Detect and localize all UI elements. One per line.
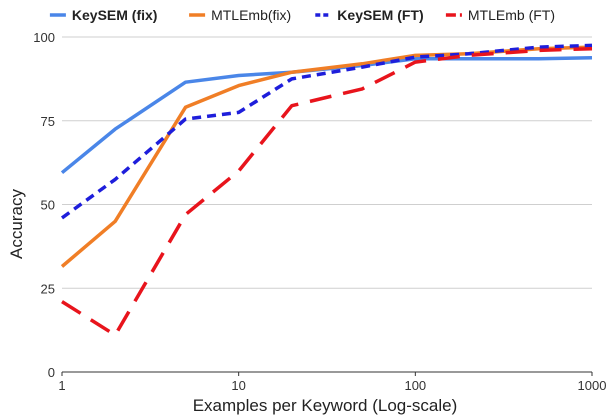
- series-line-keysem-ft: [60, 43, 593, 220]
- y-axis-label: Accuracy: [7, 189, 26, 259]
- x-axis-label: Examples per Keyword (Log-scale): [193, 396, 458, 415]
- x-axis: 1 10 100 1000: [58, 372, 606, 393]
- legend-label-mtlemb-ft: MTLEmb (FT): [468, 7, 555, 23]
- series-line-mtlemb-ft: [61, 46, 593, 337]
- x-tick-label: 100: [404, 378, 426, 393]
- series-line-keysem-fix: [60, 56, 593, 175]
- y-tick-label: 50: [41, 198, 55, 213]
- x-tick-label: 1: [58, 378, 65, 393]
- y-tick-label: 25: [41, 281, 55, 296]
- series-line-mtlemb-fix: [60, 45, 593, 268]
- legend: KeySEM (fix) MTLEmb(fix) KeySEM (FT) MTLEmb…: [49, 7, 555, 23]
- x-tick-label: 10: [231, 378, 245, 393]
- y-tick-label: 0: [48, 365, 55, 380]
- legend-label-mtlemb-fix: MTLEmb(fix): [211, 7, 291, 23]
- legend-label-keysem-ft: KeySEM (FT): [337, 7, 423, 23]
- y-tick-label: 100: [33, 30, 55, 45]
- series-lines: [60, 43, 593, 337]
- gridlines: [62, 36, 592, 373]
- x-tick-label: 1000: [578, 378, 607, 393]
- y-tick-label: 75: [41, 114, 55, 129]
- legend-label-keysem-fix: KeySEM (fix): [72, 7, 158, 23]
- y-axis: 0 25 50 75 100: [33, 30, 55, 380]
